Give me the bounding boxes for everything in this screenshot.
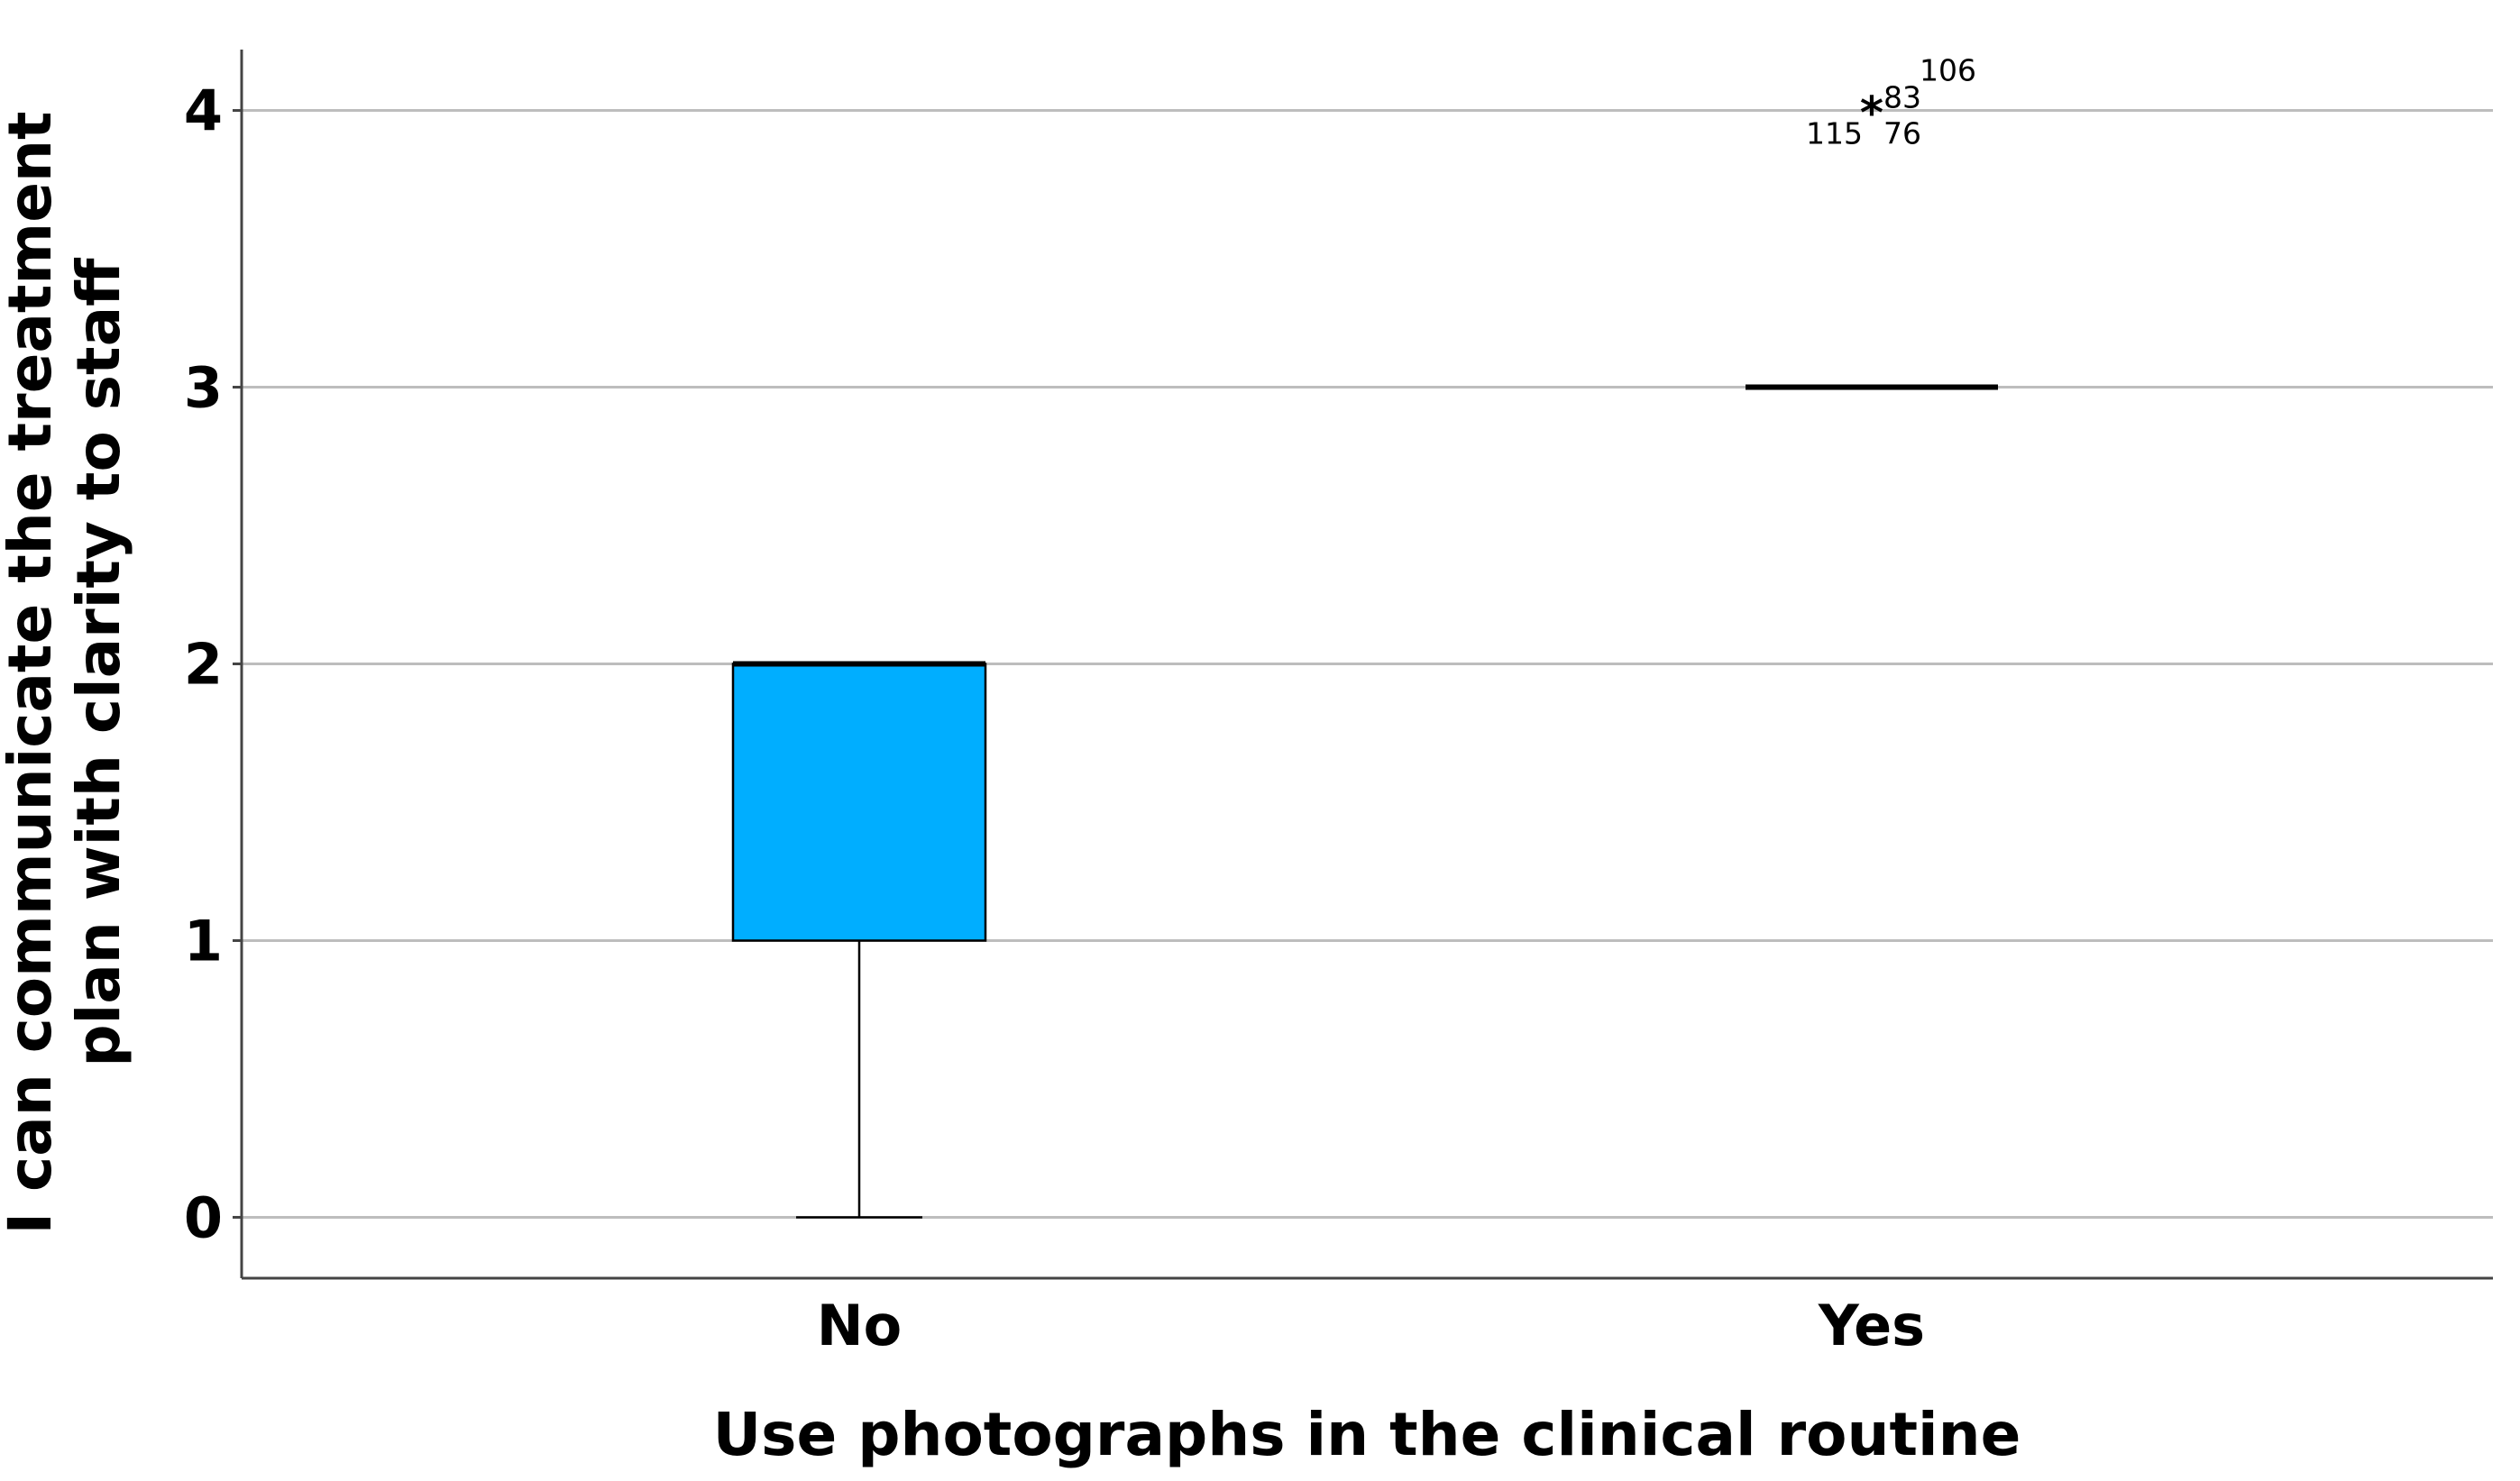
gridlines [242,109,2493,1219]
x-axis-title: Use photographs in the clinical routine [713,1400,2021,1469]
y-tick-label: 3 [184,355,223,421]
outlier-case-label: 83 [1883,80,1921,115]
x-category-label: Yes [1818,1293,1925,1358]
y-tick-label: 1 [184,908,223,974]
y-tick-labels: 0 1 2 3 4 [184,78,242,1250]
outlier-case-label: 115 [1806,116,1863,151]
box-iqr [731,663,987,942]
y-axis-title-line-1: I can communicate the treatment [0,111,65,1234]
outlier-case-label: 106 [1920,53,1976,88]
y-tick-label: 2 [184,632,223,698]
y-axis-title-line-2: plan with clarity to staff [64,257,133,1067]
outlier-marker: * [1860,87,1883,140]
y-tick-label: 0 [184,1184,223,1250]
y-axis-title: I can communicate the treatment plan wit… [0,91,133,1235]
box-no [731,661,987,1219]
y-tick-label: 4 [184,78,223,144]
outlier-case-label: 76 [1883,116,1921,151]
x-category-labels: No Yes [817,1293,1925,1358]
x-category-label: No [817,1293,902,1358]
